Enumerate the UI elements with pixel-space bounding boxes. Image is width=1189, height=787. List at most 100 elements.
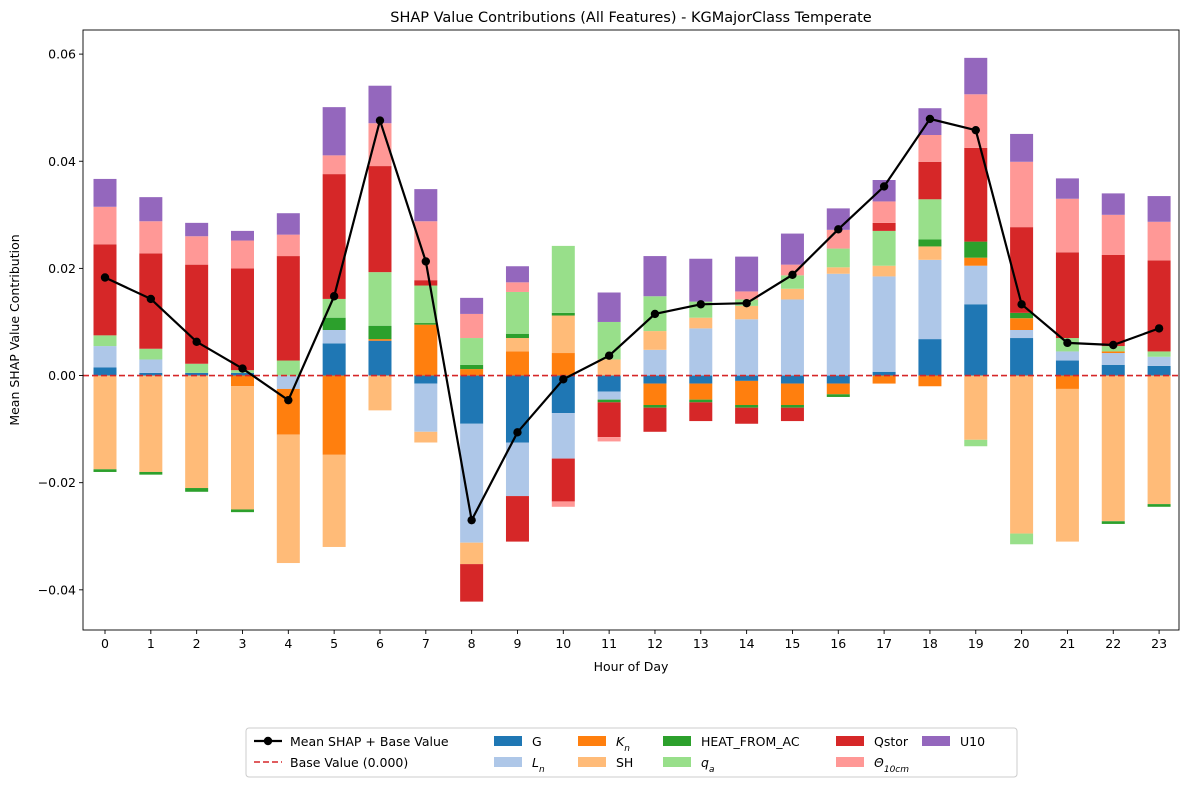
bar-HEAT_FROM_AC-hour-19 [964, 241, 988, 258]
bar-HEAT_FROM_AC-hour-1 [139, 471, 163, 475]
x-tick-label: 0 [101, 636, 109, 651]
bar-HEAT_FROM_AC-hour-15 [780, 405, 804, 408]
bar-SH-hour-23 [1147, 375, 1171, 505]
bar-SH-hour-5 [322, 454, 346, 547]
bar-U10-hour-15 [780, 233, 804, 265]
bar-Ln-hour-14 [735, 319, 759, 376]
bar-HEAT_FROM_AC-hour-11 [597, 399, 621, 403]
bar-G-hour-18 [918, 339, 942, 376]
bar-Theta10cm-hour-5 [322, 155, 346, 175]
bar-Qstor-hour-9 [505, 496, 529, 542]
bar-Theta10cm-hour-15 [780, 264, 804, 276]
bar-U10-hour-13 [689, 258, 713, 302]
bar-Qstor-hour-12 [643, 407, 667, 432]
x-axis-label: Hour of Day [594, 659, 669, 674]
legend-swatch-Kn [578, 736, 606, 746]
bar-Qstor-hour-4 [276, 256, 300, 361]
bar-U10-hour-9 [505, 266, 529, 283]
bar-Ln-hour-16 [826, 273, 850, 376]
bar-SH-hour-12 [643, 331, 667, 350]
bar-Kn-hour-15 [780, 383, 804, 405]
bar-Theta10cm-hour-2 [185, 236, 209, 265]
legend-label-SH: SH [616, 755, 633, 770]
bar-G-hour-16 [826, 375, 850, 384]
bar-G-hour-6 [368, 340, 392, 376]
bar-Kn-hour-5 [322, 375, 346, 455]
bar-G-hour-21 [1055, 360, 1079, 376]
legend-swatch-qa [663, 757, 691, 767]
bar-Kn-hour-12 [643, 383, 667, 405]
bar-Qstor-hour-13 [689, 402, 713, 422]
bar-HEAT_FROM_AC-hour-5 [322, 317, 346, 330]
mean-shap-point-hour-6 [375, 116, 385, 125]
mean-shap-point-hour-4 [284, 395, 293, 405]
bar-Theta10cm-hour-0 [93, 206, 117, 245]
bar-HEAT_FROM_AC-hour-3 [230, 509, 254, 513]
bar-Kn-hour-19 [964, 257, 988, 266]
y-tick-label: 0.00 [48, 368, 76, 383]
bar-Ln-hour-21 [1055, 351, 1079, 361]
x-tick-label: 12 [647, 636, 663, 651]
bar-G-hour-19 [964, 304, 988, 376]
bar-SH-hour-6 [368, 375, 392, 411]
legend-label-HEAT_FROM_AC: HEAT_FROM_AC [701, 734, 800, 749]
legend-label-mean-shap: Mean SHAP + Base Value [290, 734, 449, 749]
mean-shap-point-hour-11 [604, 351, 614, 360]
bar-Theta10cm-hour-1 [139, 221, 163, 254]
bar-Ln-hour-18 [918, 259, 942, 340]
bar-Ln-hour-12 [643, 349, 667, 376]
legend-label-U10: U10 [960, 734, 985, 749]
bar-Theta10cm-hour-19 [964, 94, 988, 148]
bar-SH-hour-18 [918, 246, 942, 260]
legend-label-Theta10cm: Θ10cm [874, 755, 909, 775]
y-axis-label: Mean SHAP Value Contribution [7, 234, 22, 425]
bar-SH-hour-22 [1101, 375, 1125, 522]
mean-shap-point-hour-15 [788, 270, 797, 280]
bar-G-hour-14 [735, 375, 759, 381]
bar-Kn-hour-8 [460, 369, 484, 376]
bar-Kn-hour-17 [872, 375, 896, 384]
bar-Ln-hour-8 [460, 423, 484, 543]
bar-G-hour-22 [1101, 364, 1125, 376]
bar-U10-hour-3 [230, 230, 254, 241]
legend-swatch-SH [578, 757, 606, 767]
x-tick-label: 17 [876, 636, 892, 651]
bar-Theta10cm-hour-8 [460, 313, 484, 339]
bar-U10-hour-21 [1055, 178, 1079, 199]
bar-Ln-hour-19 [964, 265, 988, 305]
bar-G-hour-8 [460, 375, 484, 424]
x-tick-label: 20 [1014, 636, 1030, 651]
bar-SH-hour-20 [1010, 375, 1034, 534]
bar-Ln-hour-10 [551, 413, 575, 459]
bar-Theta10cm-hour-3 [230, 240, 254, 269]
bar-Theta10cm-hour-6 [368, 123, 392, 167]
legend-mean-marker [263, 736, 273, 746]
bar-U10-hour-7 [414, 189, 438, 222]
bar-Theta10cm-hour-18 [918, 135, 942, 162]
bar-qa-hour-6 [368, 272, 392, 326]
bar-Ln-hour-0 [93, 346, 117, 368]
bar-G-hour-13 [689, 375, 713, 384]
bar-SH-hour-7 [414, 431, 438, 443]
bar-Theta10cm-hour-10 [551, 501, 575, 507]
mean-shap-point-hour-20 [1017, 300, 1026, 309]
legend-swatch-HEAT_FROM_AC [663, 736, 691, 746]
mean-shap-point-hour-23 [1154, 324, 1164, 333]
plot-frame [82, 29, 1180, 631]
mean-shap-point-hour-5 [329, 292, 339, 301]
bar-U10-hour-20 [1010, 133, 1034, 162]
bar-qa-hour-1 [139, 348, 163, 360]
bar-qa-hour-2 [185, 363, 209, 373]
bar-U10-hour-14 [735, 256, 759, 292]
bar-Kn-hour-16 [826, 383, 850, 395]
mean-shap-point-hour-14 [742, 299, 751, 308]
bar-Theta10cm-hour-17 [872, 201, 896, 223]
bar-SH-hour-8 [460, 542, 484, 565]
mean-shap-point-hour-3 [238, 364, 247, 373]
bar-SH-hour-16 [826, 267, 850, 274]
chart-title: SHAP Value Contributions (All Features) … [390, 10, 872, 26]
bar-U10-hour-6 [368, 85, 392, 124]
bar-SH-hour-17 [872, 265, 896, 277]
mean-shap-line [100, 114, 1164, 525]
bar-G-hour-11 [597, 375, 621, 392]
